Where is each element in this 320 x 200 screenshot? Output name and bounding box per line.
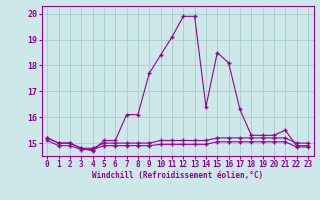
X-axis label: Windchill (Refroidissement éolien,°C): Windchill (Refroidissement éolien,°C) bbox=[92, 171, 263, 180]
